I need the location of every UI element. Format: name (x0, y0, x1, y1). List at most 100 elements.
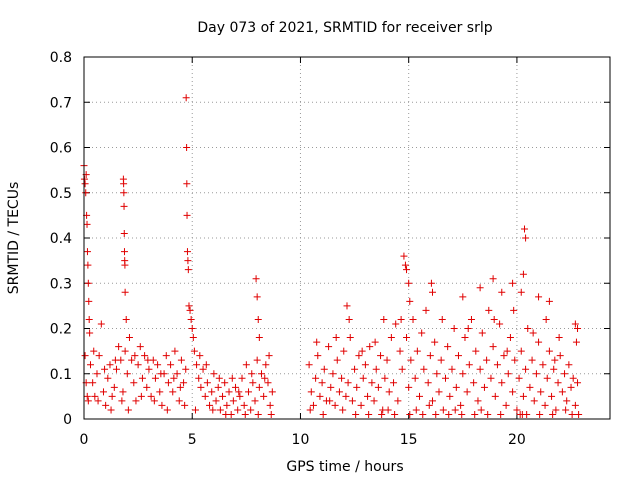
data-point (412, 406, 420, 414)
data-point (478, 329, 486, 337)
data-point (232, 383, 240, 391)
data-point (181, 401, 189, 409)
y-tick-label: 0.3 (50, 276, 72, 292)
data-point (545, 297, 553, 305)
data-point (120, 248, 128, 256)
data-point (333, 356, 341, 364)
data-point (467, 315, 475, 323)
data-point (454, 352, 462, 360)
data-point (182, 365, 190, 373)
data-point (567, 383, 575, 391)
data-point (124, 406, 132, 414)
data-point (136, 343, 144, 351)
data-point (206, 401, 214, 409)
data-point (562, 406, 570, 414)
data-point (407, 356, 415, 364)
data-point (313, 338, 321, 346)
data-point (484, 410, 492, 418)
data-point (458, 410, 466, 418)
data-point (84, 279, 92, 287)
data-point (138, 374, 146, 382)
data-point (158, 401, 166, 409)
data-point (370, 397, 378, 405)
data-point (266, 401, 274, 409)
data-point (94, 397, 102, 405)
data-point (102, 401, 110, 409)
data-point (210, 370, 218, 378)
data-point (203, 379, 211, 387)
data-point (535, 293, 543, 301)
data-point (120, 180, 128, 188)
data-point (83, 220, 91, 228)
data-point (312, 374, 320, 382)
data-point (357, 401, 365, 409)
data-point (476, 365, 484, 373)
data-point (556, 352, 564, 360)
x-tick-label: 10 (292, 432, 310, 448)
data-point (444, 343, 452, 351)
data-point (366, 343, 374, 351)
data-point (433, 370, 441, 378)
data-point (123, 370, 131, 378)
data-point (377, 352, 385, 360)
data-point (202, 361, 210, 369)
data-point (451, 406, 459, 414)
data-point (81, 180, 89, 188)
data-point (374, 383, 382, 391)
data-point (86, 329, 94, 337)
data-point (472, 347, 480, 355)
data-point (91, 392, 99, 400)
y-tick-label: 0 (63, 412, 72, 428)
data-point (422, 306, 430, 314)
data-point (132, 397, 140, 405)
data-point (195, 374, 203, 382)
data-point (187, 315, 195, 323)
data-point (318, 379, 326, 387)
data-point (396, 347, 404, 355)
data-point (338, 374, 346, 382)
data-point (500, 352, 508, 360)
data-point (509, 279, 517, 287)
data-point (371, 338, 379, 346)
data-point (548, 392, 556, 400)
data-point (251, 397, 259, 405)
data-point (255, 383, 263, 391)
data-point (253, 293, 261, 301)
data-point (137, 392, 145, 400)
data-point (163, 406, 171, 414)
data-point (554, 379, 562, 387)
data-point (571, 401, 579, 409)
data-point (504, 370, 512, 378)
data-point (498, 379, 506, 387)
data-points (80, 94, 583, 418)
data-point (214, 383, 222, 391)
chart-title: Day 073 of 2021, SRMTID for receiver srl… (197, 20, 492, 36)
data-point (177, 356, 185, 364)
data-point (327, 383, 335, 391)
y-tick-label: 0.4 (50, 231, 72, 247)
data-point (432, 410, 440, 418)
data-point (545, 347, 553, 355)
data-point (262, 361, 270, 369)
data-point (426, 352, 434, 360)
data-point (465, 361, 473, 369)
x-tick-label: 20 (508, 432, 526, 448)
data-point (183, 248, 191, 256)
data-point (240, 401, 248, 409)
data-point (169, 388, 177, 396)
data-point (316, 392, 324, 400)
data-point (381, 374, 389, 382)
data-point (446, 392, 454, 400)
data-point (490, 315, 498, 323)
data-point (532, 370, 540, 378)
data-point (101, 365, 109, 373)
data-point (365, 410, 373, 418)
data-point (215, 374, 223, 382)
data-point (511, 356, 519, 364)
data-point (497, 410, 505, 418)
data-point (260, 392, 268, 400)
data-point (267, 410, 275, 418)
data-point (364, 392, 372, 400)
data-point (156, 388, 164, 396)
data-point (183, 180, 191, 188)
